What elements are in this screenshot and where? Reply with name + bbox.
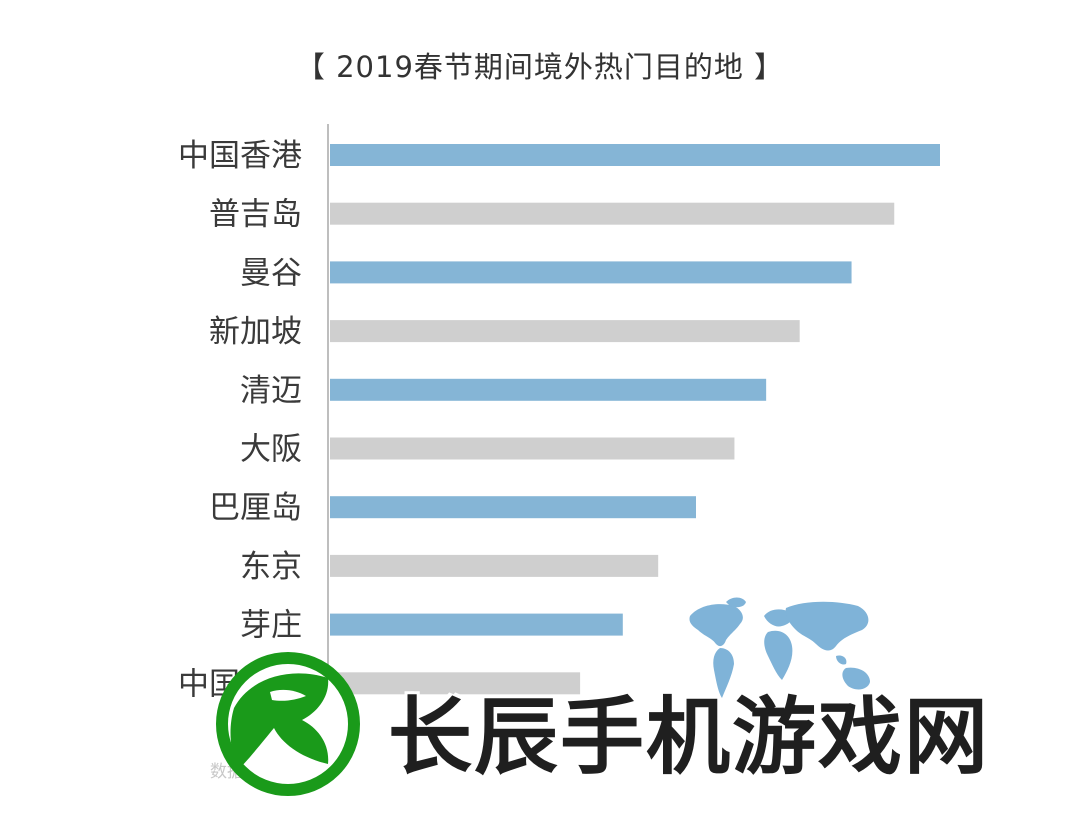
world-map-icon xyxy=(689,597,870,698)
category-label-5: 大阪 xyxy=(240,432,302,468)
bar-6 xyxy=(330,496,696,519)
bar-4 xyxy=(330,378,767,401)
bar-8 xyxy=(330,613,623,636)
category-label-8: 芽庄 xyxy=(240,608,302,644)
bar-2 xyxy=(330,261,852,284)
bar-9 xyxy=(330,672,581,695)
category-label-2: 曼谷 xyxy=(240,255,302,291)
bar-0 xyxy=(330,144,940,166)
bar-1 xyxy=(330,202,895,225)
category-label-1: 普吉岛 xyxy=(209,197,302,233)
watermark-logo-icon xyxy=(216,652,360,796)
watermark-text: 长辰手机游戏网 xyxy=(388,688,991,786)
category-label-7: 东京 xyxy=(240,549,302,585)
bar-7 xyxy=(330,554,659,577)
bar-3 xyxy=(330,320,800,343)
category-label-0: 中国香港 xyxy=(178,138,302,174)
category-label-4: 清迈 xyxy=(240,373,302,409)
chart-title: 【 2019春节期间境外热门目的地 】 xyxy=(295,50,785,84)
category-label-3: 新加坡 xyxy=(209,314,302,350)
bar-5 xyxy=(330,437,735,460)
category-label-6: 巴厘岛 xyxy=(209,490,302,526)
watermark: 长辰手机游戏网 xyxy=(210,648,1070,798)
